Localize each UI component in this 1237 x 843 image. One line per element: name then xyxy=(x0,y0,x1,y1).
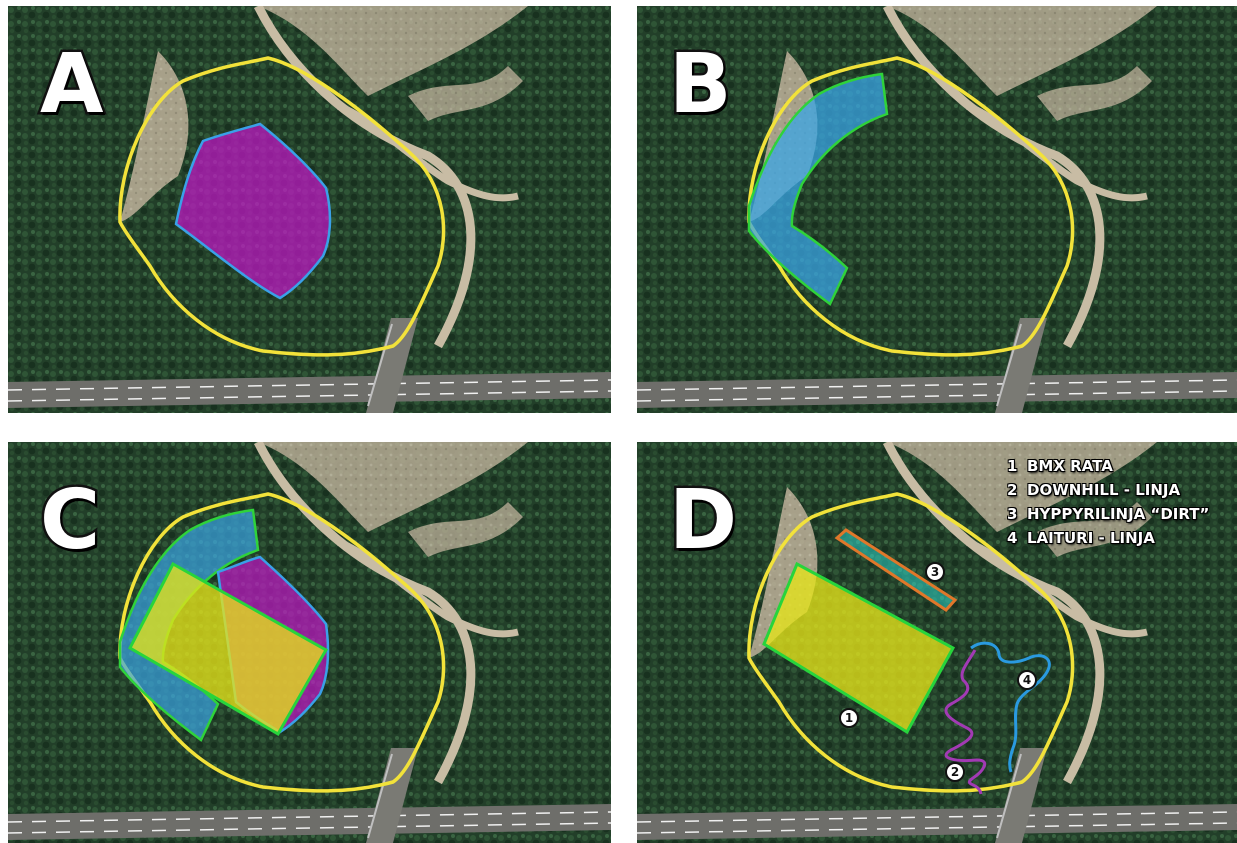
legend-item-number: 3 xyxy=(1007,505,1018,523)
area-boundary-a xyxy=(118,56,446,357)
legend-item-label: DOWNHILL - LINJA xyxy=(1027,481,1181,499)
pumptrack-line-d xyxy=(970,641,1051,773)
map-marker-3: 3 xyxy=(925,562,945,582)
legend-item-label: BMX RATA xyxy=(1027,457,1113,475)
aerial-map-d xyxy=(637,442,1237,843)
forest-core-zone-a xyxy=(174,122,332,300)
legend-item-label: LAITURI - LINJA xyxy=(1027,529,1155,547)
legend-item-number: 4 xyxy=(1007,529,1018,547)
area-boundary-c xyxy=(118,492,446,793)
area-boundary-b xyxy=(747,56,1075,357)
clearing-zone-b xyxy=(747,72,889,306)
map-legend: 1 BMX RATA 2 DOWNHILL - LINJA 3 HYPPYRIL… xyxy=(1007,454,1209,550)
legend-item-laituri: 4 LAITURI - LINJA xyxy=(1007,526,1209,550)
dirt-jump-line-d xyxy=(834,528,958,612)
area-boundary-d xyxy=(747,492,1075,793)
aerial-map-c xyxy=(8,442,611,843)
legend-item-number: 2 xyxy=(1007,481,1018,499)
bmx-zone-c xyxy=(128,561,329,737)
panel-label-d: D xyxy=(666,473,739,568)
aerial-map-b xyxy=(637,6,1237,413)
map-panel-d: D 1 BMX RATA 2 DOWNHILL - LINJA 3 HYPPYR… xyxy=(637,442,1237,843)
legend-item-bmx: 1 BMX RATA xyxy=(1007,454,1209,478)
bmx-zone-d xyxy=(762,561,956,735)
map-panel-b: B xyxy=(637,6,1237,413)
panel-label-b: B xyxy=(667,37,734,132)
map-marker-1: 1 xyxy=(839,708,859,728)
legend-item-number: 1 xyxy=(1007,457,1018,475)
map-panel-a: A xyxy=(8,6,611,413)
map-marker-2: 2 xyxy=(945,762,965,782)
map-panel-c: C xyxy=(8,442,611,843)
panel-label-c: C xyxy=(37,473,102,568)
legend-item-downhill: 2 DOWNHILL - LINJA xyxy=(1007,478,1209,502)
aerial-map-a xyxy=(8,6,611,413)
downhill-line-d xyxy=(944,649,987,795)
legend-item-label: HYPPYRILINJA “DIRT” xyxy=(1027,505,1210,523)
panel-label-a: A xyxy=(37,37,106,132)
legend-item-dirt: 3 HYPPYRILINJA “DIRT” xyxy=(1007,502,1209,526)
map-marker-4: 4 xyxy=(1017,670,1037,690)
